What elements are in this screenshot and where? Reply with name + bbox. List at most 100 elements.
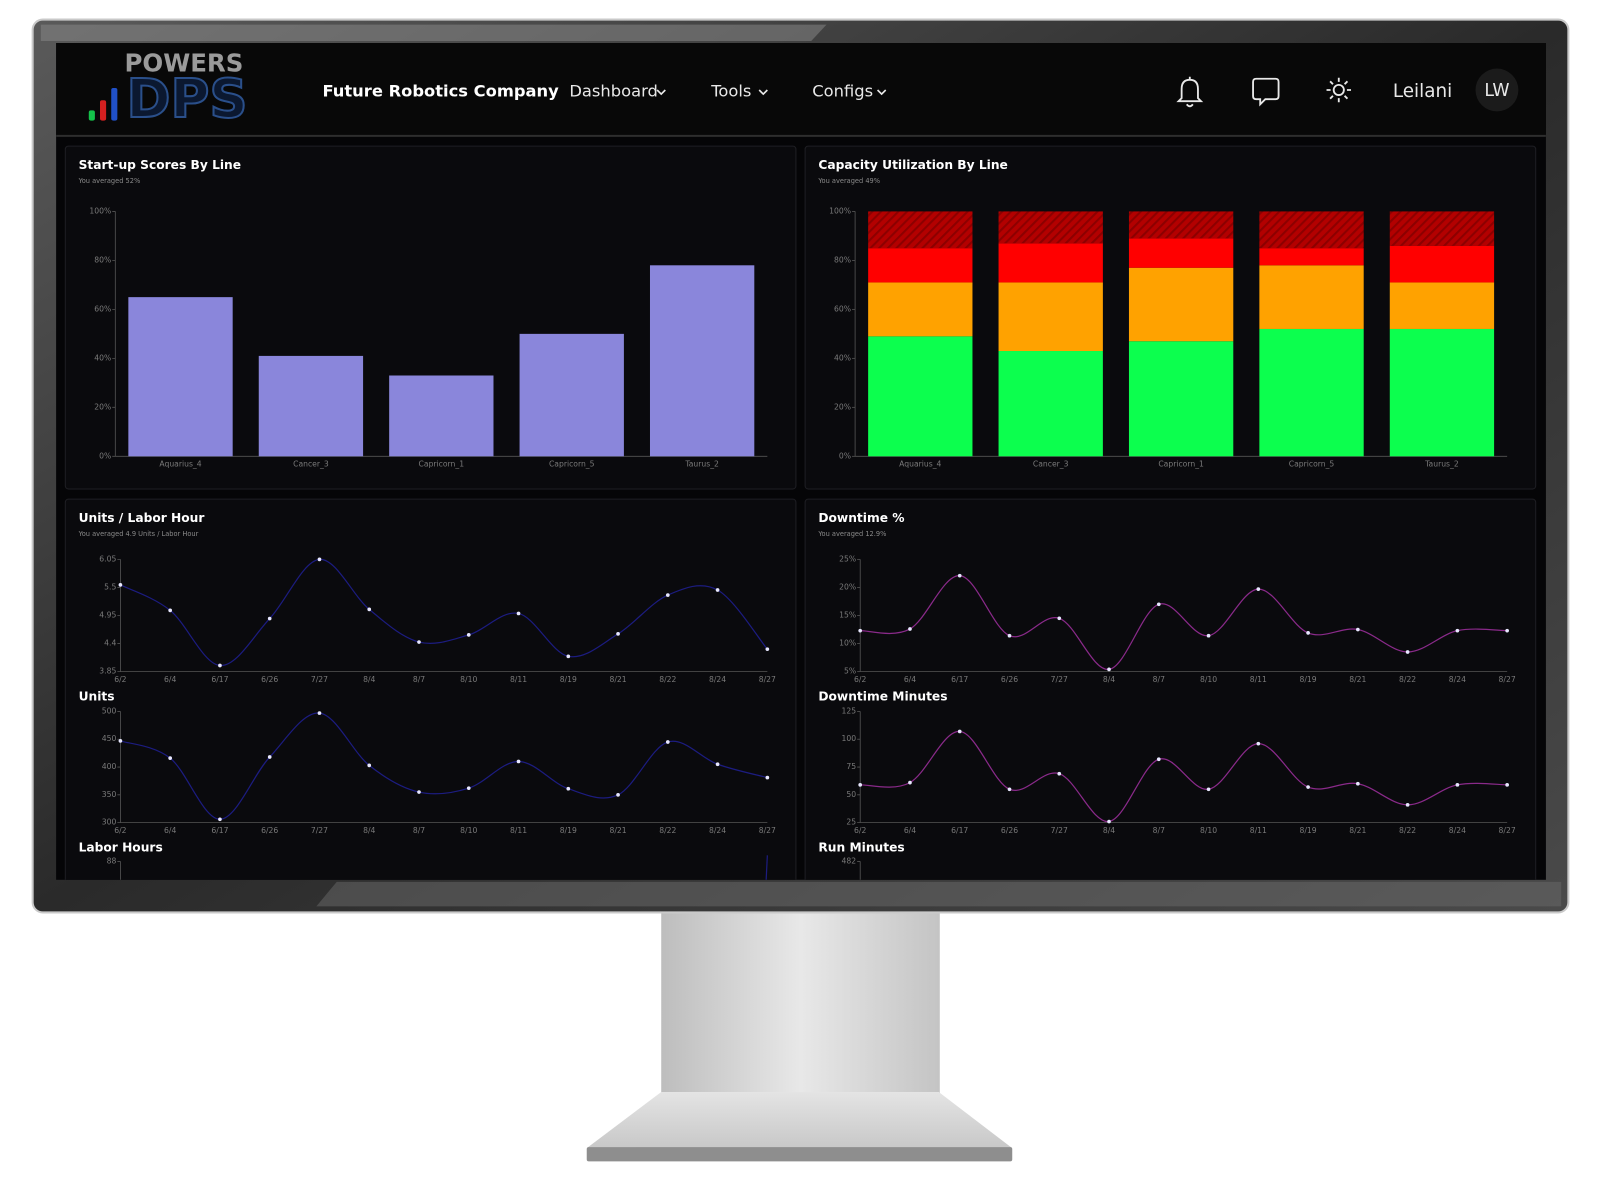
x-tick-label: Aquarius_4: [899, 459, 941, 468]
point: [1306, 785, 1310, 789]
chart-subtitle: You averaged 49%: [817, 177, 880, 185]
bell-body: [1176, 78, 1204, 103]
bar: [389, 375, 494, 457]
user-name[interactable]: Leilani: [1393, 81, 1452, 102]
point: [317, 557, 322, 562]
panel: [64, 498, 797, 880]
point: [1206, 633, 1211, 638]
point: [1057, 771, 1062, 776]
point: [1107, 819, 1111, 824]
x-tick-label: 8/10: [460, 826, 477, 835]
x-tick-label: 8/10: [460, 675, 477, 684]
x-tick-label: 8/22: [659, 675, 676, 684]
bar: [649, 265, 755, 457]
x-tick-label: 8/7: [413, 675, 425, 684]
bell-icon[interactable]: [1176, 76, 1204, 108]
avatar[interactable]: [1475, 68, 1519, 112]
charts: Start-up Scores By Line You averaged 52% 0…: [78, 158, 1516, 880]
x-tick-label: 8/11: [1250, 826, 1267, 835]
point: [1505, 782, 1509, 787]
nav-chevron: [876, 89, 887, 96]
logo-top: POWERS: [124, 48, 243, 77]
point: [1206, 787, 1211, 792]
point: [1007, 633, 1012, 638]
y-tick-label: 20%: [834, 402, 851, 411]
point: [1057, 616, 1062, 621]
chart-subtitle: You averaged 12.9%: [817, 530, 886, 538]
x-tick-label: 8/24: [1449, 826, 1466, 835]
logo-bar: [88, 110, 95, 121]
bar-segment: [1128, 267, 1234, 342]
x-tick-label: 8/22: [659, 826, 676, 835]
y-tick-label: 4.95: [99, 611, 116, 620]
point: [466, 633, 471, 637]
point: [516, 611, 521, 616]
x-tick-label: 6/4: [164, 826, 176, 835]
point: [317, 711, 322, 715]
point: [516, 759, 521, 764]
bar: [258, 355, 364, 457]
theme-icon[interactable]: [1326, 77, 1352, 103]
nav-item[interactable]: Configs: [812, 82, 873, 101]
point: [957, 573, 962, 578]
bar-segment: [1389, 282, 1495, 329]
y-tick-label: 5.5: [104, 582, 116, 591]
x-tick-label: 8/4: [1103, 675, 1115, 684]
point: [267, 755, 272, 759]
x-tick-label: 8/22: [1399, 675, 1416, 684]
panel: [804, 498, 1537, 880]
y-tick-label: 0%: [99, 451, 111, 460]
bar-segment: [868, 248, 973, 283]
point: [1405, 650, 1410, 654]
point: [417, 790, 421, 794]
point: [665, 593, 670, 597]
x-tick-label: 6/2: [114, 826, 126, 835]
point: [665, 740, 670, 744]
point: [1455, 628, 1460, 633]
y-tick-label: 10%: [839, 639, 856, 648]
point: [1256, 741, 1261, 746]
x-tick-label: Aquarius_4: [159, 459, 201, 468]
avatar-initials: LW: [1484, 81, 1509, 101]
chat-icon[interactable]: [1252, 77, 1280, 107]
point: [168, 608, 173, 613]
nav-item[interactable]: Tools: [710, 82, 751, 101]
top-bar: [56, 43, 1546, 135]
x-tick-label: 7/27: [311, 826, 328, 835]
x-tick-label: 6/2: [854, 675, 866, 684]
x-tick-label: 6/2: [114, 675, 126, 684]
point: [1306, 631, 1310, 635]
y-tick-label: 50: [846, 790, 856, 799]
point: [908, 780, 912, 785]
point: [566, 654, 571, 659]
chart-subtitle: You averaged 52%: [78, 177, 141, 185]
sun-core: [1332, 83, 1345, 97]
point: [367, 763, 372, 768]
x-tick-label: 6/17: [951, 826, 968, 835]
nav-item[interactable]: Dashboard: [569, 82, 658, 101]
x-tick-label: 8/4: [363, 826, 375, 835]
line: [765, 855, 768, 880]
logo-bottom: DPS: [127, 68, 248, 130]
bar-segment: [868, 282, 973, 337]
bar-segment: [1389, 328, 1495, 457]
point: [1356, 627, 1360, 632]
x-tick-label: 8/19: [560, 675, 577, 684]
bar-segment: [1259, 265, 1364, 329]
chart-title: Units / Labor Hour: [79, 511, 205, 525]
bar-segment: [998, 351, 1103, 457]
x-tick-label: Taurus_2: [1424, 459, 1459, 468]
point: [765, 775, 770, 780]
point: [1356, 781, 1360, 786]
x-tick-label: 6/26: [1001, 826, 1018, 835]
x-tick-label: 6/26: [261, 675, 278, 684]
point: [1107, 667, 1111, 672]
bar-segment: [998, 211, 1103, 244]
y-tick-label: 125: [842, 706, 857, 715]
point: [1405, 803, 1410, 807]
x-tick-label: 8/19: [1299, 675, 1316, 684]
point: [566, 786, 571, 791]
x-tick-label: Cancer_3: [293, 459, 329, 468]
y-tick-label: 80%: [834, 255, 851, 264]
chart-title: Labor Hours: [79, 841, 163, 855]
